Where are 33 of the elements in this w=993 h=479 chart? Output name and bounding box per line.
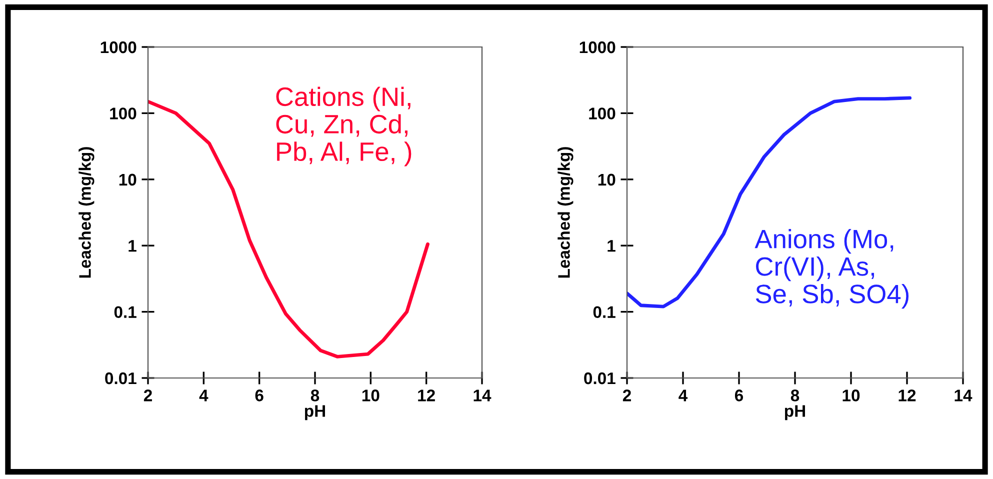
x-tick-label: 4 <box>678 390 688 402</box>
x-tick-label: 8 <box>790 390 800 402</box>
x-tick-label: 12 <box>898 390 916 402</box>
line-series <box>627 96 912 308</box>
x-tick-label: 4 <box>199 390 208 402</box>
y-tick-label: 0.01 <box>105 372 136 384</box>
x-tick-label: 8 <box>310 390 320 402</box>
x-tick-label: 10 <box>362 390 380 402</box>
y-tick-label: 0.1 <box>114 306 136 318</box>
x-tick-label: 10 <box>842 390 860 402</box>
y-tick-label: 100 <box>110 108 136 120</box>
x-tick-label: 14 <box>954 390 972 402</box>
y-tick-label: 10 <box>598 174 616 186</box>
y-tick-label: 1 <box>128 240 136 252</box>
series-label: Cations (Ni, Cu, Zn, Cd, Pb, Al, Fe, ) <box>276 86 412 166</box>
x-tick-label: 2 <box>622 390 631 402</box>
x-tick-label: 6 <box>734 390 744 402</box>
y-tick-label: 1000 <box>580 41 616 54</box>
x-tick-label: 14 <box>474 390 492 402</box>
y-tick-label: 0.01 <box>584 372 616 384</box>
y-tick-label: 1000 <box>100 41 136 54</box>
y-axis-title: Leached (mg/kg) <box>78 147 94 278</box>
y-axis-title: Leached (mg/kg) <box>558 147 574 278</box>
y-tick-label: 1 <box>608 240 616 252</box>
x-tick-label: 6 <box>255 390 264 402</box>
x-axis-title: pH <box>784 405 805 420</box>
series-label: Anions (Mo, Cr(VI), As, Se, Sb, SO4) <box>754 229 909 309</box>
y-tick-label: 0.1 <box>593 306 616 318</box>
x-tick-label: 2 <box>144 390 152 402</box>
y-tick-label: 100 <box>589 108 616 120</box>
y-tick-label: 10 <box>119 174 136 186</box>
x-axis-title: pH <box>304 405 325 420</box>
x-tick-label: 12 <box>418 390 435 402</box>
